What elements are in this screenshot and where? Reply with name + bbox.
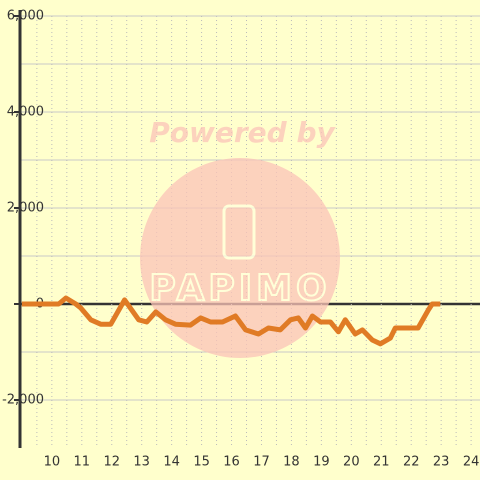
watermark-logo: PAPIMO <box>149 268 330 309</box>
x-tick-label: 12 <box>103 455 120 470</box>
x-tick-label: 11 <box>74 455 91 470</box>
x-tick-label: 24 <box>463 455 480 470</box>
x-tick-label: 20 <box>343 455 360 470</box>
y-tick-label: -2,000 <box>2 393 44 408</box>
x-tick-label: 16 <box>223 455 240 470</box>
x-tick-label: 17 <box>253 455 270 470</box>
y-tick-label: 4,000 <box>7 105 44 120</box>
x-tick-label: 18 <box>283 455 300 470</box>
y-tick-label: 2,000 <box>7 201 44 216</box>
x-tick-label: 21 <box>373 455 390 470</box>
x-tick-label: 22 <box>403 455 420 470</box>
watermark-text: Powered by <box>149 116 336 149</box>
line <box>21 295 441 347</box>
y-tick-label: 6,000 <box>7 9 44 24</box>
x-tick-label: 23 <box>433 455 450 470</box>
watermark: Powered by PAPIMO <box>140 116 340 358</box>
x-tick-label: 13 <box>133 455 150 470</box>
x-tick-label: 19 <box>313 455 330 470</box>
watermark-icon <box>222 204 256 260</box>
x-tick-label: 15 <box>193 455 210 470</box>
x-tick-label: 14 <box>163 455 180 470</box>
x-tick-label: 10 <box>44 455 61 470</box>
